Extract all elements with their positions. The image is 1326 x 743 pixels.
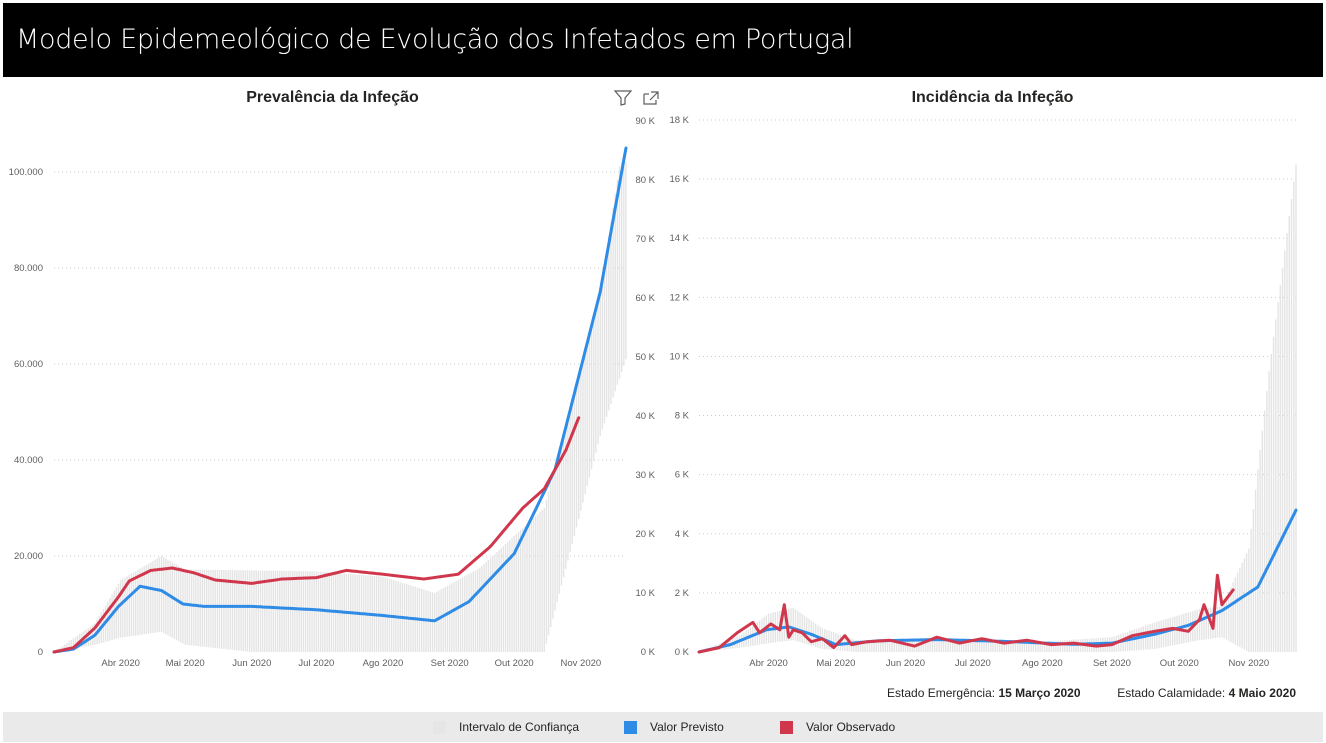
prev-y-tick-label: 100.000 (9, 167, 43, 178)
prev-y2-tick-label: 30 K (635, 470, 655, 481)
legend-label-previsto: Valor Previsto (650, 720, 724, 734)
prev-y-tick-label: 20.000 (14, 551, 43, 562)
chart-title-incidencia: Incidência da Infeção (911, 89, 1074, 106)
prev-x-tick-label: Nov 2020 (561, 658, 602, 669)
prev-y-tick-label: 60.000 (14, 359, 43, 370)
prevalencia-chart: 0 20.000 40.000 60.000 80.000 100.000 90 K 80 K… (9, 116, 656, 669)
prev-y-tick-label: 40.000 (14, 455, 43, 466)
prev-x-tick-label: Jun 2020 (232, 658, 271, 669)
legend-label-intervalo: Intervalo de Confiança (459, 720, 580, 734)
prev-y2-tick-label: 90 K (635, 116, 655, 127)
calamidade-label: Estado Calamidade: (1117, 686, 1226, 700)
calamidade-date: 4 Maio 2020 (1228, 686, 1296, 700)
page-title: Modelo Epidemeológico de Evolução dos In… (3, 3, 1323, 77)
legend-item-previsto[interactable]: Valor Previsto (624, 720, 724, 734)
prev-y2-tick-label: 20 K (635, 529, 655, 540)
prev-y2-tick-label: 0 K (641, 647, 656, 658)
estado-notes: Estado Emergência: 15 Março 2020 Estado … (820, 686, 1296, 700)
prev-x-tick-label: Abr 2020 (101, 658, 140, 669)
filter-icon[interactable] (614, 90, 632, 106)
prev-y-tick-label: 0 (38, 647, 43, 658)
prev-y2-tick-label: 10 K (635, 588, 655, 599)
legend-swatch-intervalo (433, 720, 446, 734)
prev-y2-tick-label: 50 K (635, 352, 655, 363)
focus-mode-icon[interactable] (642, 90, 660, 106)
prev-x-tick-label: Out 2020 (495, 658, 534, 669)
prev-predicted-line (52, 146, 628, 654)
prev-x-tick-label: Mai 2020 (166, 658, 205, 669)
prev-y2-tick-label: 40 K (635, 411, 655, 422)
prev-y2-tick-label: 80 K (635, 175, 655, 186)
prev-observed-line (52, 416, 581, 654)
legend-label-observado: Valor Observado (806, 720, 896, 734)
prev-y2-tick-label: 70 K (635, 234, 655, 245)
emergencia-date: 15 Março 2020 (998, 686, 1081, 700)
legend-item-observado[interactable]: Valor Observado (780, 720, 895, 734)
emergencia-label: Estado Emergência: (887, 686, 996, 700)
prev-x-tick-label: Jul 2020 (298, 658, 334, 669)
legend: Intervalo de Confiança Valor Previsto Va… (3, 712, 1323, 742)
chart-title-prevalencia: Prevalência da Infeção (246, 89, 419, 106)
legend-swatch-previsto (624, 720, 637, 734)
legend-swatch-observado (780, 720, 793, 734)
prev-y2-tick-label: 60 K (635, 293, 655, 304)
prev-x-tick-label: Set 2020 (431, 658, 469, 669)
prev-x-tick-label: Ago 2020 (363, 658, 404, 669)
prev-y-tick-label: 80.000 (14, 263, 43, 274)
legend-item-intervalo[interactable]: Intervalo de Confiança (433, 720, 579, 734)
